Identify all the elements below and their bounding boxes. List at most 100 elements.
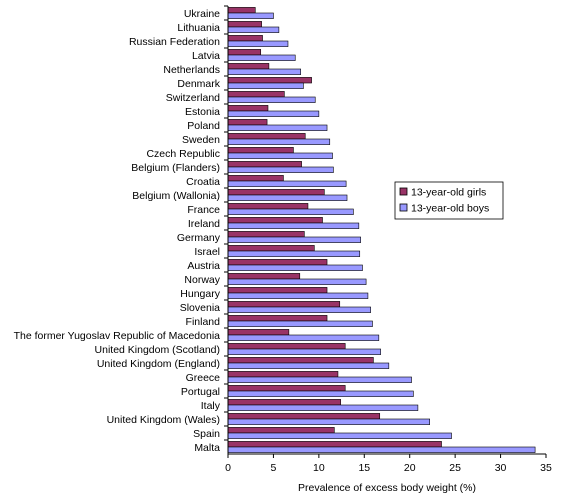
bar-girls-austria [227, 259, 328, 266]
category-labels: Ukraine Lithuania Russian Federation Latvia… [14, 5, 228, 454]
bar-girls-switzerland [227, 91, 285, 98]
category-label-poland: Poland [187, 120, 220, 132]
bar-girls-france [227, 203, 309, 210]
bar-boys-spain [227, 432, 452, 439]
category-label-estonia: Estonia [185, 106, 220, 118]
bar-girls-poland [227, 119, 268, 126]
category-label-portugal: Portugal [181, 386, 220, 398]
bar-boys-poland [227, 124, 328, 131]
bar-girls-sweden [227, 133, 306, 140]
category-label-united-kingdom-scotland: United Kingdom (Scotland) [95, 344, 220, 356]
bars-group [227, 7, 536, 453]
bar-girls-russian-federation [227, 35, 263, 42]
bar-girls-germany [227, 231, 305, 238]
bar-boys-greece [227, 376, 412, 383]
x-tick-label-0: 0 [225, 462, 231, 474]
bar-boys-finland [227, 320, 373, 327]
bar-boys-ukraine [227, 12, 274, 19]
bar-girls-israel [227, 245, 315, 252]
bar-girls-slovenia [227, 301, 341, 308]
category-label-malta: Malta [194, 442, 220, 454]
bar-boys-denmark [227, 82, 304, 89]
bar-girls-lithuania [227, 21, 262, 28]
legend-swatch-girls [399, 187, 408, 196]
bar-girls-united-kingdom-wales [227, 413, 381, 420]
bar-girls-malta [227, 441, 442, 448]
bar-girls-croatia [227, 175, 284, 182]
bar-girls-spain [227, 427, 335, 434]
category-label-latvia: Latvia [192, 50, 220, 62]
category-label-belgium-flanders: Belgium (Flanders) [131, 162, 220, 174]
bar-girls-finland [227, 315, 328, 322]
bar-girls-norway [227, 273, 301, 280]
category-label-croatia: Croatia [186, 176, 220, 188]
x-axis-ticks: 0 5 10 15 20 25 30 35 [225, 454, 552, 474]
bar-boys-malta [227, 446, 536, 453]
category-label-czech-republic: Czech Republic [146, 148, 220, 160]
category-label-russian-federation: Russian Federation [129, 36, 220, 48]
bar-girls-ukraine [227, 7, 256, 14]
category-label-italy: Italy [201, 400, 221, 412]
bar-boys-estonia [227, 110, 320, 117]
category-label-switzerland: Switzerland [166, 92, 220, 104]
legend-label-boys: 13-year-old boys [411, 203, 489, 215]
category-label-denmark: Denmark [177, 78, 220, 90]
category-label-spain: Spain [193, 428, 220, 440]
category-label-slovenia: Slovenia [180, 302, 220, 314]
bar-girls-the-former-yugoslav-republic-of-macedonia [227, 329, 290, 336]
bar-girls-netherlands [227, 63, 270, 70]
x-tick-label-35: 35 [540, 462, 552, 474]
x-tick-label-5: 5 [271, 462, 277, 474]
bar-boys-ireland [227, 222, 360, 229]
bar-girls-estonia [227, 105, 269, 112]
bar-girls-czech-republic [227, 147, 294, 154]
x-tick-label-30: 30 [495, 462, 507, 474]
category-label-israel: Israel [194, 246, 220, 258]
bar-boys-netherlands [227, 68, 301, 75]
bar-girls-united-kingdom-england [227, 357, 374, 364]
category-label-greece: Greece [186, 372, 221, 384]
bar-girls-belgium-flanders [227, 161, 302, 168]
bar-boys-croatia [227, 180, 347, 187]
category-label-united-kingdom-england: United Kingdom (England) [97, 358, 220, 370]
bar-boys-israel [227, 250, 361, 257]
bar-boys-lithuania [227, 26, 280, 33]
x-axis-title: Prevalence of excess body weight (%) [298, 482, 476, 494]
bar-girls-portugal [227, 385, 346, 392]
legend: 13-year-old girls 13-year-old boys [394, 181, 504, 220]
bar-girls-belgium-wallonia [227, 189, 325, 196]
category-label-the-former-yugoslav-republic-of-macedonia: The former Yugoslav Republic of Macedoni… [14, 330, 221, 342]
category-label-france: France [187, 204, 220, 216]
bar-girls-greece [227, 371, 339, 378]
x-tick-label-10: 10 [313, 462, 325, 474]
bar-girls-denmark [227, 77, 312, 84]
bar-boys-belgium-wallonia [227, 194, 348, 201]
category-label-ukraine: Ukraine [184, 8, 220, 20]
category-label-austria: Austria [187, 260, 220, 272]
bar-boys-germany [227, 236, 361, 243]
bar-boys-switzerland [227, 96, 316, 103]
bar-boys-belgium-flanders [227, 166, 334, 173]
category-label-belgium-wallonia: Belgium (Wallonia) [132, 190, 220, 202]
bar-boys-hungary [227, 292, 369, 299]
category-label-ireland: Ireland [188, 218, 220, 230]
bar-boys-sweden [227, 138, 331, 145]
legend-label-girls: 13-year-old girls [411, 187, 486, 199]
category-label-finland: Finland [186, 316, 221, 328]
bar-boys-italy [227, 404, 419, 411]
category-label-netherlands: Netherlands [163, 64, 220, 76]
bar-boys-united-kingdom-wales [227, 418, 430, 425]
x-tick-label-25: 25 [449, 462, 461, 474]
legend-box [394, 181, 504, 220]
x-tick-label-20: 20 [404, 462, 416, 474]
bar-boys-norway [227, 278, 367, 285]
bar-girls-latvia [227, 49, 262, 56]
category-label-lithuania: Lithuania [177, 22, 220, 34]
bar-boys-portugal [227, 390, 414, 397]
category-label-hungary: Hungary [180, 288, 220, 300]
bar-boys-austria [227, 264, 363, 271]
bar-boys-the-former-yugoslav-republic-of-macedonia [227, 334, 380, 341]
bar-boys-latvia [227, 54, 296, 61]
bar-boys-united-kingdom-scotland [227, 348, 381, 355]
